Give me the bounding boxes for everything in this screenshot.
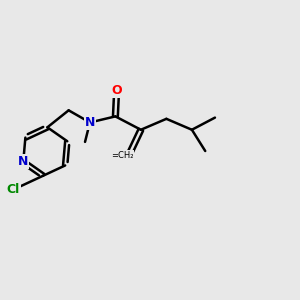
Text: O: O	[111, 84, 122, 98]
Text: N: N	[85, 116, 95, 129]
Text: Cl: Cl	[6, 183, 20, 196]
Text: =CH₂: =CH₂	[111, 151, 134, 160]
Text: N: N	[18, 155, 28, 168]
